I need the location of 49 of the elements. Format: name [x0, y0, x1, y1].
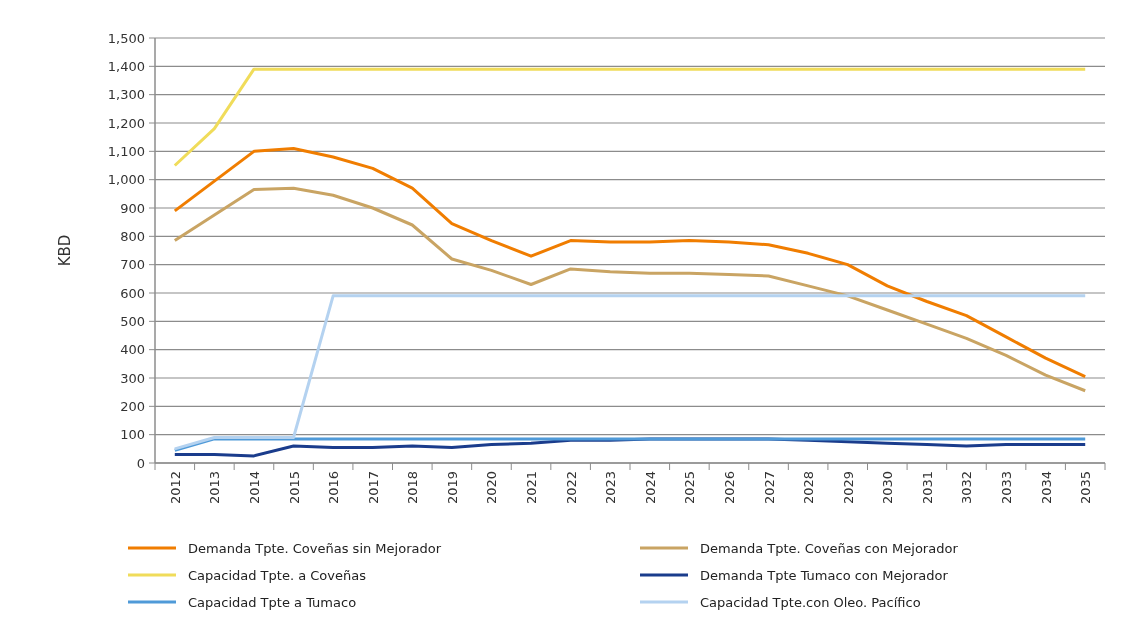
- x-tick-label: 3032: [959, 471, 975, 505]
- y-tick-label: 800: [120, 228, 145, 244]
- y-tick-label: 100: [120, 427, 145, 443]
- y-tick-label: 1,300: [107, 87, 145, 103]
- x-tick-label: 2035: [1078, 471, 1094, 505]
- x-tick-label: 2018: [405, 471, 421, 505]
- x-tick-label: 2025: [682, 471, 698, 505]
- x-tick-label: 2016: [326, 471, 342, 505]
- line-series: [173, 186, 1087, 393]
- y-tick-label: 700: [120, 257, 145, 273]
- x-tick-label: 2017: [365, 471, 381, 505]
- legend-label: Capacidad Tpte.con Oleo. Pacífico: [700, 594, 921, 610]
- legend-label: Capacidad Tpte a Tumaco: [188, 594, 357, 610]
- x-tick-label: 2015: [286, 471, 302, 505]
- y-tick-label: 1,100: [107, 143, 145, 159]
- y-tick-label: 1,200: [107, 115, 145, 131]
- x-tick-label: 2022: [563, 471, 579, 505]
- y-tick-label: 500: [120, 313, 145, 329]
- x-tick-label: 2019: [444, 471, 460, 505]
- y-tick-label: 900: [120, 200, 145, 216]
- x-tick-label: 2029: [840, 471, 856, 505]
- y-tick-label: 300: [120, 370, 145, 386]
- legend-label: Demanda Tpte. Coveñas con Mejorador: [700, 540, 959, 556]
- y-tick-label: 200: [120, 398, 145, 414]
- x-tick-label: 2021: [524, 471, 540, 505]
- x-tick-label: 2030: [880, 471, 896, 505]
- x-tick-label: 2026: [721, 471, 737, 505]
- y-tick-label: 600: [120, 285, 145, 301]
- legend-label: Capacidad Tpte. a Coveñas: [188, 567, 367, 583]
- x-tick-label: 2031: [919, 471, 935, 505]
- x-tick-label: 2034: [1038, 471, 1054, 505]
- y-axis-title: KBD: [56, 234, 74, 267]
- x-tick-label: 2024: [642, 471, 658, 505]
- legend-label: Demanda Tpte Tumaco con Mejorador: [700, 567, 949, 583]
- x-tick-label: 2033: [999, 471, 1015, 505]
- x-tick-label: 2014: [246, 471, 262, 505]
- legend-label: Demanda Tpte. Coveñas sin Mejorador: [188, 540, 442, 556]
- x-tick-label: 2027: [761, 471, 777, 505]
- y-tick-label: 1,500: [107, 30, 145, 46]
- x-tick-label: 2020: [484, 471, 500, 505]
- y-tick-label: 1,400: [107, 58, 145, 74]
- x-tick-label: 2013: [207, 471, 223, 505]
- line-series: [173, 147, 1087, 379]
- y-tick-label: 400: [120, 342, 145, 358]
- x-tick-label: 2012: [167, 471, 183, 505]
- y-tick-label: 0: [136, 455, 145, 471]
- x-tick-label: 2028: [801, 471, 817, 505]
- x-tick-label: 2023: [603, 471, 619, 505]
- y-tick-label: 1,000: [107, 172, 145, 188]
